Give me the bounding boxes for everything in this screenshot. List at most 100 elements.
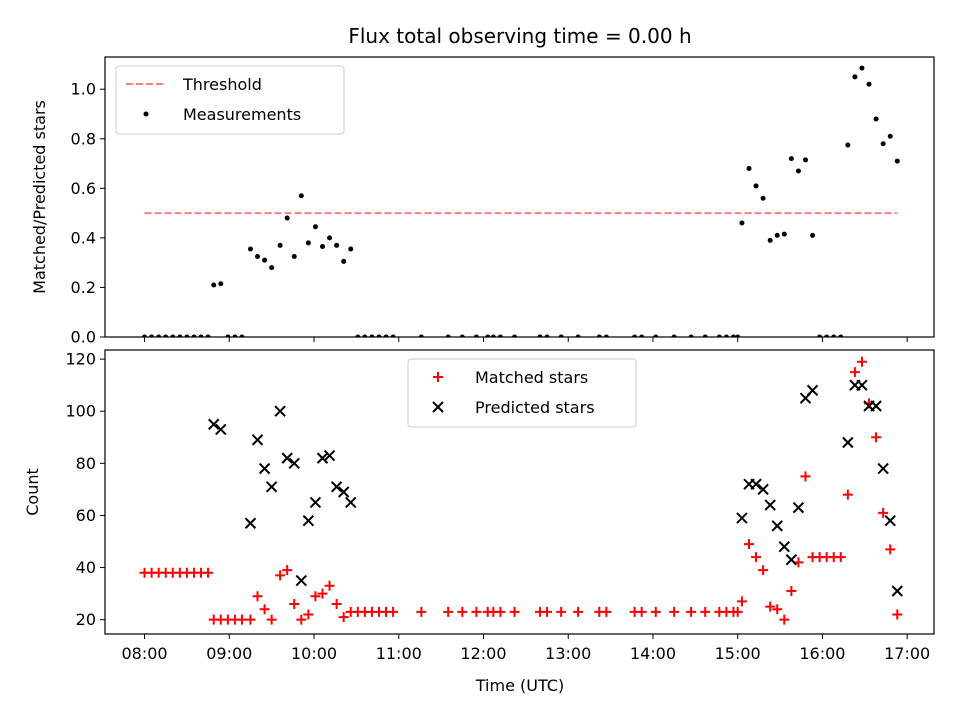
matched-star-point <box>800 471 811 482</box>
legend-label: Matched stars <box>475 368 588 387</box>
measurement-point <box>735 334 741 337</box>
measurement-point <box>702 334 708 337</box>
matched-star-point <box>266 614 277 625</box>
matched-star-point <box>849 367 860 378</box>
measurement-point <box>459 334 465 337</box>
measurement-point <box>348 246 354 252</box>
legend-box <box>115 65 345 135</box>
measurement-point <box>880 141 886 147</box>
x-axis-label: Time (UTC) <box>475 676 564 695</box>
measurement-point <box>369 334 375 337</box>
matched-star-point <box>786 586 797 597</box>
matched-star-point <box>338 612 349 623</box>
matched-star-point <box>296 614 307 625</box>
matched-star-point <box>303 609 314 620</box>
predicted-star-point <box>330 481 343 493</box>
measurement-point <box>575 334 581 337</box>
plot-frame <box>104 349 935 635</box>
measurement-point <box>191 334 197 337</box>
measurement-point <box>184 334 190 337</box>
matched-star-point <box>416 606 427 617</box>
measurement-point <box>688 334 694 337</box>
measurement-point <box>445 334 451 337</box>
measurement-point <box>512 334 518 337</box>
matched-star-point <box>743 539 754 550</box>
measurement-point <box>810 232 816 238</box>
y-tick-label: 80 <box>76 454 96 473</box>
predicted-star-point <box>302 514 315 527</box>
predicted-star-point <box>309 496 322 509</box>
bottom-panel-count: 20 40 60 80 100 120 08:00 09:00 10:00 11:00 12:00 1… <box>23 349 935 663</box>
measurement-point <box>558 334 564 337</box>
measurement-point <box>269 265 275 271</box>
measurement-point <box>355 334 361 337</box>
matched-star-point <box>751 552 762 563</box>
measurement-point <box>894 158 900 164</box>
plot-area <box>139 356 903 625</box>
predicted-star-point <box>295 574 308 587</box>
measurement-point <box>852 74 858 80</box>
y-axis-label: Count <box>23 468 42 516</box>
legend-label: Measurements <box>183 105 301 124</box>
measurement-point <box>767 237 773 243</box>
matched-star-point <box>542 606 553 617</box>
measurement-point <box>485 334 491 337</box>
matched-star-point <box>573 606 584 617</box>
measurement-point <box>866 81 872 87</box>
predicted-star-point <box>316 452 329 464</box>
measurement-point <box>788 156 794 162</box>
measurement-point <box>639 334 645 337</box>
matched-star-point <box>878 507 889 518</box>
matched-star-point <box>686 606 697 617</box>
y-tick-label: 0.4 <box>71 228 96 247</box>
measurement-point <box>376 334 382 337</box>
predicted-star-point <box>345 496 357 509</box>
matched-star-point <box>736 596 747 607</box>
predicted-star-point <box>323 449 336 462</box>
measurement-point <box>760 195 766 201</box>
legend-swatch-marker <box>433 372 443 382</box>
measurement-point <box>327 235 333 241</box>
x-tick-label: 12:00 <box>460 644 506 663</box>
predicted-star-point <box>792 501 805 514</box>
predicted-star-point <box>750 478 762 490</box>
measurement-point <box>831 334 837 337</box>
measurement-point <box>170 334 176 337</box>
measurement-point <box>887 133 893 139</box>
predicted-star-point <box>764 499 776 511</box>
matched-star-point <box>252 591 263 602</box>
matched-star-point <box>779 614 790 625</box>
matched-star-point <box>282 565 293 576</box>
x-tick-label: 13:00 <box>545 644 591 663</box>
matched-star-point <box>275 570 286 581</box>
matched-star-point <box>892 609 903 620</box>
predicted-star-point <box>215 423 227 436</box>
predicted-star-point <box>258 462 271 475</box>
predicted-star-point <box>806 384 819 397</box>
matched-star-point <box>636 606 647 617</box>
measurement-point <box>218 281 224 287</box>
matched-star-point <box>310 591 321 602</box>
plot-area <box>142 65 900 337</box>
measurement-point <box>632 334 638 337</box>
measurement-point <box>544 334 550 337</box>
measurement-point <box>198 334 204 337</box>
predicted-star-point <box>842 436 854 449</box>
matched-star-point <box>236 614 247 625</box>
y-tick-label: 1.0 <box>71 80 96 99</box>
measurement-point <box>163 334 169 337</box>
measurement-point <box>341 258 347 264</box>
measurement-point <box>537 334 543 337</box>
y-tick-label: 60 <box>76 506 96 525</box>
measurement-point <box>497 334 503 337</box>
y-tick-label: 0.8 <box>71 129 96 148</box>
series-predicted-stars <box>208 379 903 597</box>
measurement-point <box>211 282 217 288</box>
top-panel-ratio: 0.0 0.2 0.4 0.6 0.8 1.0 Matched/Predicted star… <box>30 56 935 347</box>
matched-star-point <box>317 588 328 599</box>
measurement-point <box>262 257 268 263</box>
measurement-point <box>239 334 245 337</box>
y-tick-label: 120 <box>65 350 96 369</box>
matched-star-point <box>289 599 300 610</box>
measurement-point <box>716 334 722 337</box>
